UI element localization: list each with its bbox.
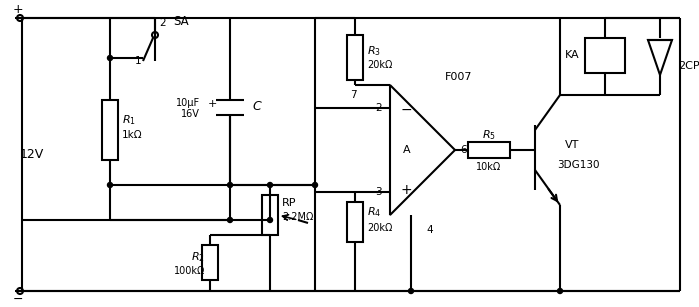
Text: KA: KA <box>565 50 580 60</box>
Text: $R_2$: $R_2$ <box>191 250 205 264</box>
Bar <box>262 195 278 235</box>
Text: 2CP12: 2CP12 <box>678 61 699 71</box>
Text: 100kΩ: 100kΩ <box>173 266 205 276</box>
Text: 3: 3 <box>375 187 382 197</box>
Bar <box>347 35 363 80</box>
Bar <box>202 245 218 280</box>
Circle shape <box>227 217 233 223</box>
Text: A: A <box>403 145 411 155</box>
Text: −: − <box>401 103 412 117</box>
Text: 20kΩ: 20kΩ <box>367 60 392 70</box>
Circle shape <box>312 182 317 188</box>
Bar <box>102 100 118 160</box>
Text: 2: 2 <box>159 18 166 28</box>
Text: RP: RP <box>282 198 296 208</box>
Circle shape <box>108 182 113 188</box>
Text: −: − <box>13 293 24 306</box>
Text: 12V: 12V <box>20 149 44 161</box>
Text: 7: 7 <box>350 90 357 100</box>
Text: 2: 2 <box>375 103 382 113</box>
Text: 2.2MΩ: 2.2MΩ <box>282 212 313 222</box>
Circle shape <box>268 217 273 223</box>
Circle shape <box>408 289 414 293</box>
Circle shape <box>227 182 233 188</box>
Text: 1kΩ: 1kΩ <box>122 130 143 140</box>
Text: +: + <box>401 183 412 197</box>
Text: 20kΩ: 20kΩ <box>367 223 392 233</box>
Text: 6: 6 <box>460 145 467 155</box>
Text: F007: F007 <box>445 72 473 82</box>
Text: SA: SA <box>173 15 189 28</box>
Bar <box>585 38 625 73</box>
Text: 4: 4 <box>426 225 433 235</box>
Text: +: + <box>208 99 217 109</box>
Text: VT: VT <box>565 140 579 150</box>
Text: 1: 1 <box>134 56 141 66</box>
Text: $R_3$: $R_3$ <box>367 44 381 58</box>
Text: $R_5$: $R_5$ <box>482 128 496 142</box>
Text: 10kΩ: 10kΩ <box>477 162 502 172</box>
Text: $C$: $C$ <box>252 100 263 114</box>
Circle shape <box>558 289 563 293</box>
Circle shape <box>108 56 113 60</box>
Text: 16V: 16V <box>181 109 200 119</box>
Text: $R_4$: $R_4$ <box>367 205 381 219</box>
Text: 10μF: 10μF <box>176 98 200 108</box>
Text: +: + <box>13 3 24 16</box>
Text: $R_1$: $R_1$ <box>122 113 136 127</box>
Circle shape <box>268 182 273 188</box>
Text: 3DG130: 3DG130 <box>557 160 600 170</box>
Bar <box>468 142 510 158</box>
Bar <box>347 202 363 242</box>
